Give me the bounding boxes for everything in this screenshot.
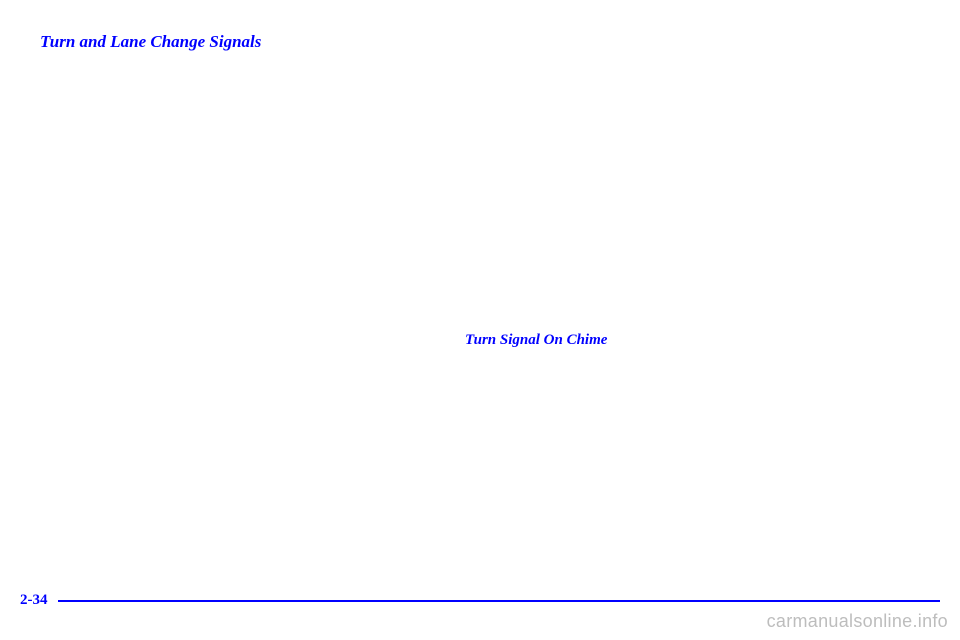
document-page: Turn and Lane Change Signals Turn Signal…	[0, 0, 960, 640]
section-heading: Turn and Lane Change Signals	[40, 32, 261, 52]
watermark: carmanualsonline.info	[767, 611, 948, 632]
footer-rule	[58, 600, 940, 602]
page-number: 2-34	[20, 592, 48, 609]
subsection-heading: Turn Signal On Chime	[465, 332, 607, 349]
